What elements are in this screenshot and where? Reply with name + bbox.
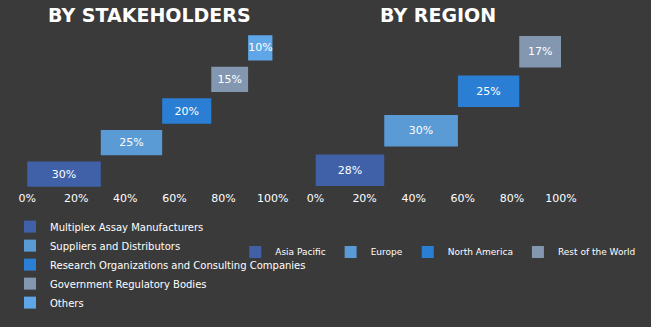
svg-text:Government Regulatory Bodies: Government Regulatory Bodies (50, 279, 207, 290)
svg-text:20%: 20% (174, 105, 198, 118)
svg-text:80%: 80% (500, 192, 524, 205)
svg-text:17%: 17% (528, 45, 552, 58)
svg-text:Rest of the World: Rest of the World (558, 247, 635, 257)
svg-text:Europe: Europe (371, 247, 403, 257)
svg-text:30%: 30% (52, 168, 76, 181)
svg-text:10%: 10% (248, 41, 272, 54)
svg-text:30%: 30% (409, 124, 433, 137)
svg-text:20%: 20% (64, 192, 88, 205)
svg-text:Research Organizations and Con: Research Organizations and Consulting Co… (50, 260, 305, 271)
svg-text:28%: 28% (338, 164, 362, 177)
svg-text:Multiplex Assay Manufacturers: Multiplex Assay Manufacturers (50, 222, 203, 233)
svg-text:60%: 60% (451, 192, 475, 205)
svg-text:25%: 25% (119, 136, 143, 149)
svg-text:Suppliers and Distributors: Suppliers and Distributors (50, 241, 180, 252)
svg-text:40%: 40% (113, 192, 137, 205)
svg-text:Others: Others (50, 298, 84, 309)
svg-text:100%: 100% (545, 192, 576, 205)
svg-text:North America: North America (448, 247, 513, 257)
svg-text:0%: 0% (307, 192, 324, 205)
svg-text:60%: 60% (162, 192, 186, 205)
svg-text:20%: 20% (352, 192, 376, 205)
svg-text:Asia Pacific: Asia Pacific (275, 247, 325, 257)
svg-text:BY REGION: BY REGION (380, 4, 496, 26)
svg-text:BY STAKEHOLDERS: BY STAKEHOLDERS (48, 4, 251, 26)
svg-text:80%: 80% (211, 192, 235, 205)
svg-text:15%: 15% (217, 73, 241, 86)
svg-text:0%: 0% (18, 192, 35, 205)
svg-text:40%: 40% (401, 192, 425, 205)
svg-text:100%: 100% (257, 192, 288, 205)
svg-text:25%: 25% (476, 85, 500, 98)
